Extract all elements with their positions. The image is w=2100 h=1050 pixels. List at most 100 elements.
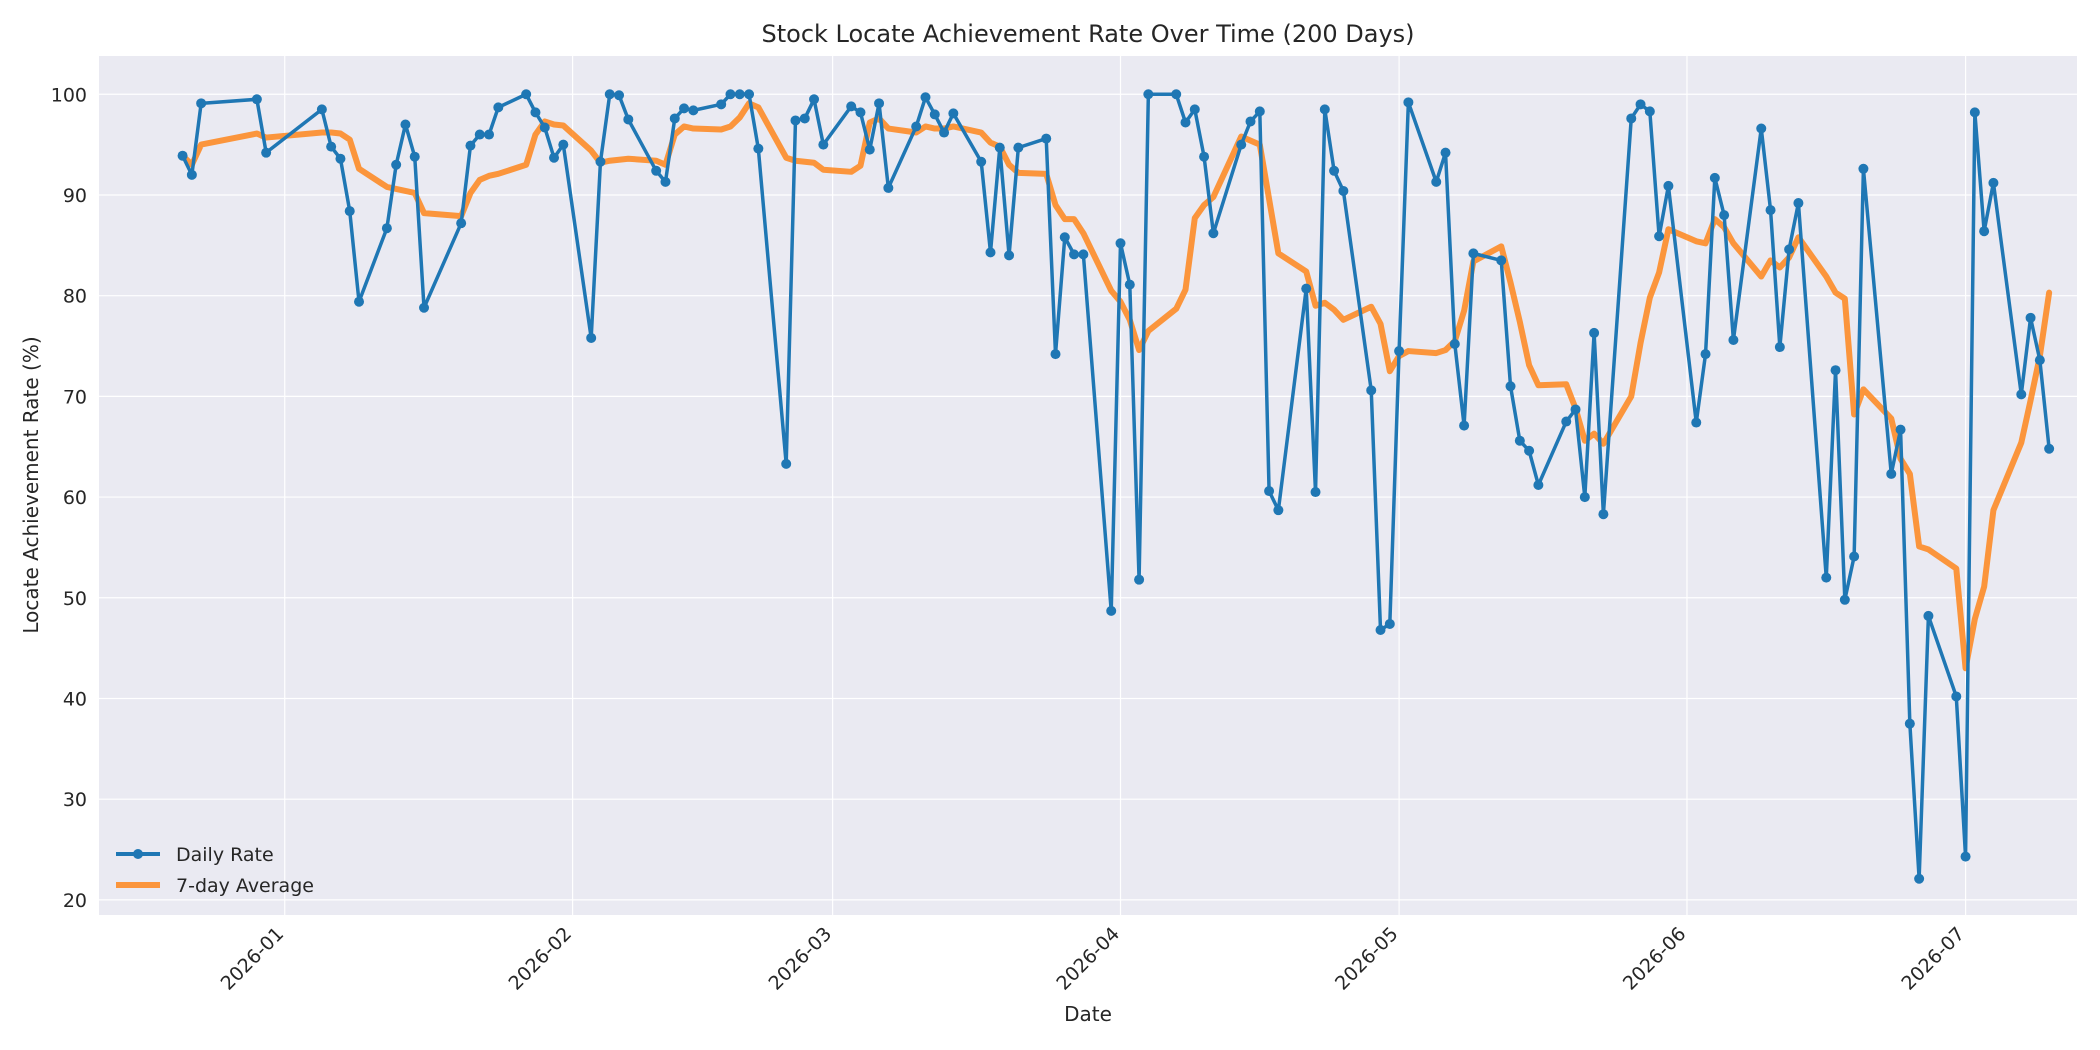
data-point-daily-rate-2026-05-30 xyxy=(1663,180,1674,191)
data-point-daily-rate-2026-07-01 xyxy=(1960,851,1971,862)
data-point-daily-rate-2026-01-07 xyxy=(335,153,346,164)
data-point-daily-rate-2026-01-14 xyxy=(400,119,411,130)
data-point-daily-rate-2026-02-11 xyxy=(660,176,671,187)
y-tick-label-60: 60 xyxy=(63,487,87,509)
data-point-daily-rate-2026-01-27 xyxy=(521,89,532,100)
data-point-daily-rate-2026-01-29 xyxy=(539,122,550,133)
data-point-daily-rate-2026-01-31 xyxy=(558,139,569,150)
data-point-daily-rate-2026-06-12 xyxy=(1784,244,1795,255)
data-point-daily-rate-2026-03-04 xyxy=(855,107,866,118)
y-tick-label-100: 100 xyxy=(51,84,87,106)
plot-area xyxy=(99,56,2077,915)
data-point-daily-rate-2026-06-27 xyxy=(1923,610,1934,621)
data-point-daily-rate-2026-05-01 xyxy=(1394,346,1405,357)
data-point-daily-rate-2026-05-19 xyxy=(1561,416,1572,427)
data-point-daily-rate-2026-05-29 xyxy=(1654,231,1665,242)
legend-label-daily-rate: Daily Rate xyxy=(176,844,274,866)
y-tick-label-40: 40 xyxy=(63,688,87,710)
data-point-daily-rate-2026-06-24 xyxy=(1895,424,1906,435)
data-point-daily-rate-2026-02-21 xyxy=(753,143,764,154)
data-point-daily-rate-2026-04-02 xyxy=(1124,279,1135,290)
data-point-daily-rate-2026-04-18 xyxy=(1273,505,1284,516)
legend-label-7-day-average: 7-day Average xyxy=(176,875,314,897)
data-point-daily-rate-2026-05-21 xyxy=(1579,492,1590,503)
data-point-daily-rate-2026-02-14 xyxy=(688,105,699,116)
data-point-daily-rate-2025-12-30 xyxy=(261,147,272,158)
data-point-daily-rate-2026-01-20 xyxy=(456,218,467,229)
data-point-daily-rate-2026-06-03 xyxy=(1700,349,1711,360)
data-point-daily-rate-2026-04-07 xyxy=(1171,89,1182,100)
legend-marker-daily-rate xyxy=(133,849,143,859)
data-point-daily-rate-2026-03-17 xyxy=(976,156,987,167)
data-point-daily-rate-2026-04-23 xyxy=(1319,104,1330,115)
data-point-daily-rate-2026-01-28 xyxy=(530,107,541,118)
data-point-daily-rate-2025-12-29 xyxy=(251,94,262,105)
data-point-daily-rate-2026-02-27 xyxy=(809,94,820,105)
data-point-daily-rate-2025-12-22 xyxy=(186,169,197,180)
data-point-daily-rate-2026-03-10 xyxy=(911,121,922,132)
x-tick-label-2026-06: 2026-06 xyxy=(1619,923,1691,995)
data-point-daily-rate-2026-02-06 xyxy=(614,90,625,101)
data-point-daily-rate-2026-01-12 xyxy=(381,223,392,234)
series-layer xyxy=(177,89,2055,884)
data-point-daily-rate-2026-04-16 xyxy=(1254,106,1265,117)
data-point-daily-rate-2026-01-30 xyxy=(549,152,560,163)
data-point-daily-rate-2026-04-25 xyxy=(1338,185,1349,196)
data-point-daily-rate-2026-03-27 xyxy=(1069,249,1080,260)
data-point-daily-rate-2026-03-24 xyxy=(1041,133,1052,144)
data-point-daily-rate-2026-05-16 xyxy=(1533,480,1544,490)
data-point-daily-rate-2026-03-20 xyxy=(1004,250,1015,261)
data-point-daily-rate-2026-06-17 xyxy=(1830,365,1841,376)
x-tick-label-2026-07: 2026-07 xyxy=(1897,923,1969,995)
data-point-daily-rate-2026-03-25 xyxy=(1050,349,1061,360)
data-point-daily-rate-2026-03-03 xyxy=(846,101,857,112)
x-tick-label-2026-05: 2026-05 xyxy=(1331,923,1403,995)
data-point-daily-rate-2026-07-03 xyxy=(1979,226,1990,237)
data-point-daily-rate-2026-06-18 xyxy=(1839,594,1850,605)
data-point-daily-rate-2026-03-07 xyxy=(883,182,894,193)
x-tick-label-2026-04: 2026-04 xyxy=(1052,923,1124,995)
data-point-daily-rate-2026-07-10 xyxy=(2044,443,2055,454)
data-point-daily-rate-2026-04-10 xyxy=(1199,151,1210,162)
y-tick-label-50: 50 xyxy=(63,588,87,610)
data-point-daily-rate-2026-05-28 xyxy=(1644,106,1655,117)
data-point-daily-rate-2026-02-12 xyxy=(669,113,680,124)
data-point-daily-rate-2026-02-04 xyxy=(595,156,606,167)
data-point-daily-rate-2026-06-19 xyxy=(1849,551,1860,562)
x-axis: 2026-01 2026-02 2026-03 2026-04 2026-05 2026-… xyxy=(217,923,1970,995)
data-point-daily-rate-2026-02-24 xyxy=(781,458,792,469)
data-point-daily-rate-2026-02-28 xyxy=(818,139,829,150)
data-point-daily-rate-2026-05-09 xyxy=(1468,248,1479,259)
data-point-daily-rate-2026-05-13 xyxy=(1505,381,1516,392)
data-point-daily-rate-2026-04-30 xyxy=(1384,618,1395,629)
data-point-daily-rate-2026-07-02 xyxy=(1969,107,1980,118)
data-point-daily-rate-2026-05-20 xyxy=(1570,404,1581,415)
y-axis-label: Locate Achievement Rate (%) xyxy=(19,336,43,633)
data-point-daily-rate-2026-06-09 xyxy=(1756,123,1767,134)
data-point-daily-rate-2026-03-21 xyxy=(1013,142,1024,153)
data-point-daily-rate-2026-06-05 xyxy=(1719,210,1730,221)
x-tick-label-2026-02: 2026-02 xyxy=(504,923,576,995)
data-point-daily-rate-2026-03-14 xyxy=(948,108,959,119)
data-point-daily-rate-2026-07-09 xyxy=(2034,355,2045,366)
data-point-daily-rate-2026-06-20 xyxy=(1858,163,1869,174)
data-point-daily-rate-2026-01-05 xyxy=(316,104,327,115)
data-point-daily-rate-2026-06-16 xyxy=(1821,572,1832,583)
data-point-daily-rate-2026-06-11 xyxy=(1774,342,1785,353)
data-point-daily-rate-2026-06-02 xyxy=(1691,417,1702,428)
data-point-daily-rate-2026-06-06 xyxy=(1728,334,1739,345)
data-point-daily-rate-2026-02-25 xyxy=(790,115,801,126)
data-point-daily-rate-2026-04-09 xyxy=(1189,104,1200,115)
series-line-7-day-average xyxy=(179,100,2053,672)
data-point-daily-rate-2026-05-06 xyxy=(1440,147,1451,158)
y-axis: 20 30 40 50 60 70 80 90 100 xyxy=(51,84,87,912)
data-point-daily-rate-2026-04-04 xyxy=(1143,89,1154,100)
data-point-daily-rate-2026-01-09 xyxy=(354,296,365,307)
data-point-daily-rate-2026-01-24 xyxy=(493,102,504,113)
y-tick-label-20: 20 xyxy=(63,890,87,912)
data-point-daily-rate-2026-05-22 xyxy=(1589,327,1600,338)
y-tick-label-30: 30 xyxy=(63,789,87,811)
data-point-daily-rate-2026-02-03 xyxy=(586,332,597,343)
data-point-daily-rate-2026-05-14 xyxy=(1514,435,1525,446)
